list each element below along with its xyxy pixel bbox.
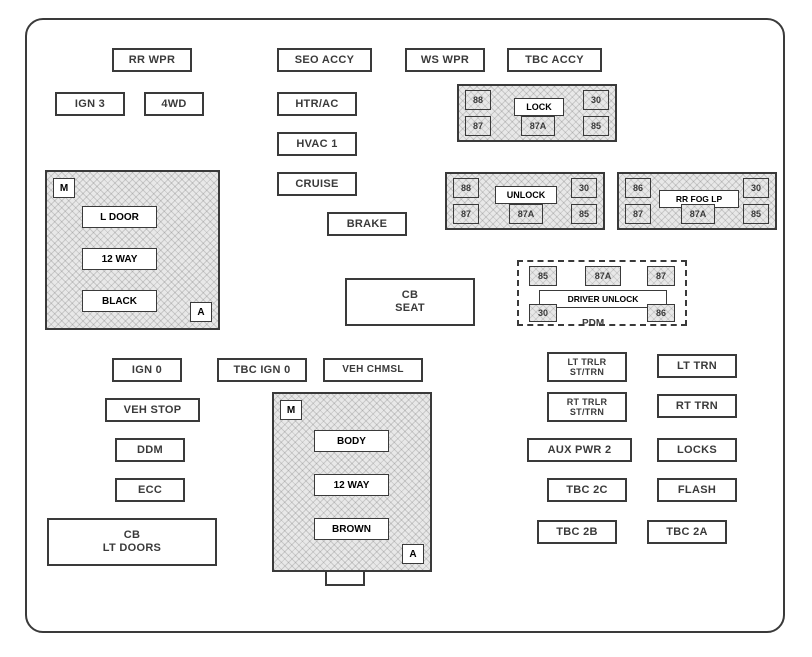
fuse-veh-chmsl: VEH CHMSL bbox=[323, 358, 423, 382]
fuse-lt-trlr: LT TRLR ST/TRN bbox=[547, 352, 627, 382]
fuse-ws-wpr: WS WPR bbox=[405, 48, 485, 72]
fuse-cb-seat: CB SEAT bbox=[345, 278, 475, 326]
fuse-tbc-2b: TBC 2B bbox=[537, 520, 617, 544]
pin-30: 30 bbox=[743, 178, 769, 198]
fuse-rt-trlr: RT TRLR ST/TRN bbox=[547, 392, 627, 422]
pin-85: 85 bbox=[583, 116, 609, 136]
fuse-cruise: CRUISE bbox=[277, 172, 357, 196]
conn-mid-row0: BODY bbox=[314, 430, 389, 452]
relay-unlock-label: UNLOCK bbox=[495, 186, 557, 204]
pin-86: 86 bbox=[647, 304, 675, 322]
pin-30: 30 bbox=[571, 178, 597, 198]
pin-87: 87 bbox=[647, 266, 675, 286]
relay-lock-label: LOCK bbox=[514, 98, 564, 116]
pin-87a: 87A bbox=[521, 116, 555, 136]
pin-86: 88 bbox=[453, 178, 479, 198]
fuse-flash: FLASH bbox=[657, 478, 737, 502]
fuse-ign3: IGN 3 bbox=[55, 92, 125, 116]
relay-unlock: 88 30 UNLOCK 87 87A 85 bbox=[445, 172, 605, 230]
fuse-brake: BRAKE bbox=[327, 212, 407, 236]
conn-mid-A: A bbox=[402, 544, 424, 564]
fuse-rr-wpr: RR WPR bbox=[112, 48, 192, 72]
pin-85: 85 bbox=[571, 204, 597, 224]
pin-87: 87 bbox=[465, 116, 491, 136]
fuse-diagram-frame: RR WPR SEO ACCY WS WPR TBC ACCY IGN 3 4W… bbox=[0, 0, 812, 657]
pin-86: 86 bbox=[625, 178, 651, 198]
pin-87a: 87A bbox=[681, 204, 715, 224]
fuse-seo-accy: SEO ACCY bbox=[277, 48, 372, 72]
fuse-htrac: HTR/AC bbox=[277, 92, 357, 116]
pin-87: 87 bbox=[453, 204, 479, 224]
pin-30: 30 bbox=[529, 304, 557, 322]
conn-mid-tab bbox=[325, 572, 365, 586]
relay-driver-unlock: 85 87A 87 DRIVER UNLOCK 30 86 bbox=[517, 260, 687, 326]
fuse-cb-lt-doors: CB LT DOORS bbox=[47, 518, 217, 566]
fuse-tbc-ign0: TBC IGN 0 bbox=[217, 358, 307, 382]
fuse-rt-trn: RT TRN bbox=[657, 394, 737, 418]
conn-mid-row2: BROWN bbox=[314, 518, 389, 540]
fuse-locks: LOCKS bbox=[657, 438, 737, 462]
relay-rrfog: 86 30 RR FOG LP 87 87A 85 bbox=[617, 172, 777, 230]
fuse-tbc-2a: TBC 2A bbox=[647, 520, 727, 544]
fuse-lt-trn: LT TRN bbox=[657, 354, 737, 378]
pdm-label: PDM bbox=[582, 318, 604, 329]
outer-border: RR WPR SEO ACCY WS WPR TBC ACCY IGN 3 4W… bbox=[25, 18, 785, 633]
connector-mid: M BODY 12 WAY BROWN A bbox=[272, 392, 432, 572]
pin-87: 87 bbox=[625, 204, 651, 224]
conn-left-row1: 12 WAY bbox=[82, 248, 157, 270]
pin-87a: 87A bbox=[509, 204, 543, 224]
fuse-hvac1: HVAC 1 bbox=[277, 132, 357, 156]
fuse-aux-pwr2: AUX PWR 2 bbox=[527, 438, 632, 462]
conn-left-M: M bbox=[53, 178, 75, 198]
fuse-4wd: 4WD bbox=[144, 92, 204, 116]
relay-lock: 88 30 LOCK 87 87A 85 bbox=[457, 84, 617, 142]
fuse-tbc-2c: TBC 2C bbox=[547, 478, 627, 502]
pin-85: 85 bbox=[743, 204, 769, 224]
conn-left-row2: BLACK bbox=[82, 290, 157, 312]
conn-left-A: A bbox=[190, 302, 212, 322]
conn-mid-row1: 12 WAY bbox=[314, 474, 389, 496]
fuse-ecc: ECC bbox=[115, 478, 185, 502]
fuse-ddm: DDM bbox=[115, 438, 185, 462]
fuse-veh-stop: VEH STOP bbox=[105, 398, 200, 422]
conn-mid-M: M bbox=[280, 400, 302, 420]
pin-85: 85 bbox=[529, 266, 557, 286]
pin-88: 88 bbox=[465, 90, 491, 110]
conn-left-row0: L DOOR bbox=[82, 206, 157, 228]
pin-87a: 87A bbox=[585, 266, 621, 286]
fuse-ign0: IGN 0 bbox=[112, 358, 182, 382]
connector-left: M L DOOR 12 WAY BLACK A bbox=[45, 170, 220, 330]
pin-30: 30 bbox=[583, 90, 609, 110]
fuse-tbc-accy: TBC ACCY bbox=[507, 48, 602, 72]
